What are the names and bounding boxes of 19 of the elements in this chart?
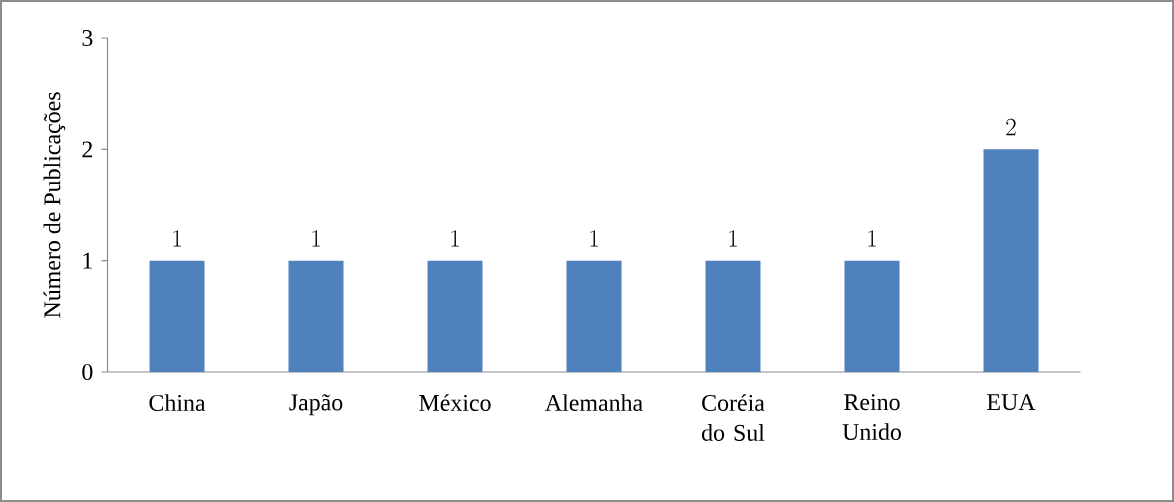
data-label: 2 bbox=[1006, 118, 1016, 136]
x-tick-label: EUA bbox=[987, 394, 1036, 411]
x-tick-label: China bbox=[149, 394, 206, 411]
data-label: 1 bbox=[729, 230, 737, 247]
data-label: 1 bbox=[173, 230, 181, 247]
x-tick-label: Japão bbox=[289, 394, 343, 416]
y-axis-title: Número de Publicações bbox=[43, 92, 66, 318]
data-label: 1 bbox=[868, 230, 876, 247]
x-tick-label: Reino Unido bbox=[842, 394, 901, 441]
data-label: 1 bbox=[451, 230, 459, 247]
x-tick-label: Alemanha bbox=[545, 394, 643, 411]
y-tick-label: 3 bbox=[82, 29, 93, 47]
y-tick-label: 0 bbox=[82, 363, 93, 381]
y-tick-label: 2 bbox=[82, 141, 93, 158]
x-tick-label: Coréia do Sul bbox=[701, 394, 765, 441]
data-label: 1 bbox=[312, 230, 320, 247]
data-label: 1 bbox=[590, 230, 598, 247]
x-tick-label: México bbox=[419, 394, 491, 412]
y-tick-label: 1 bbox=[83, 252, 92, 269]
